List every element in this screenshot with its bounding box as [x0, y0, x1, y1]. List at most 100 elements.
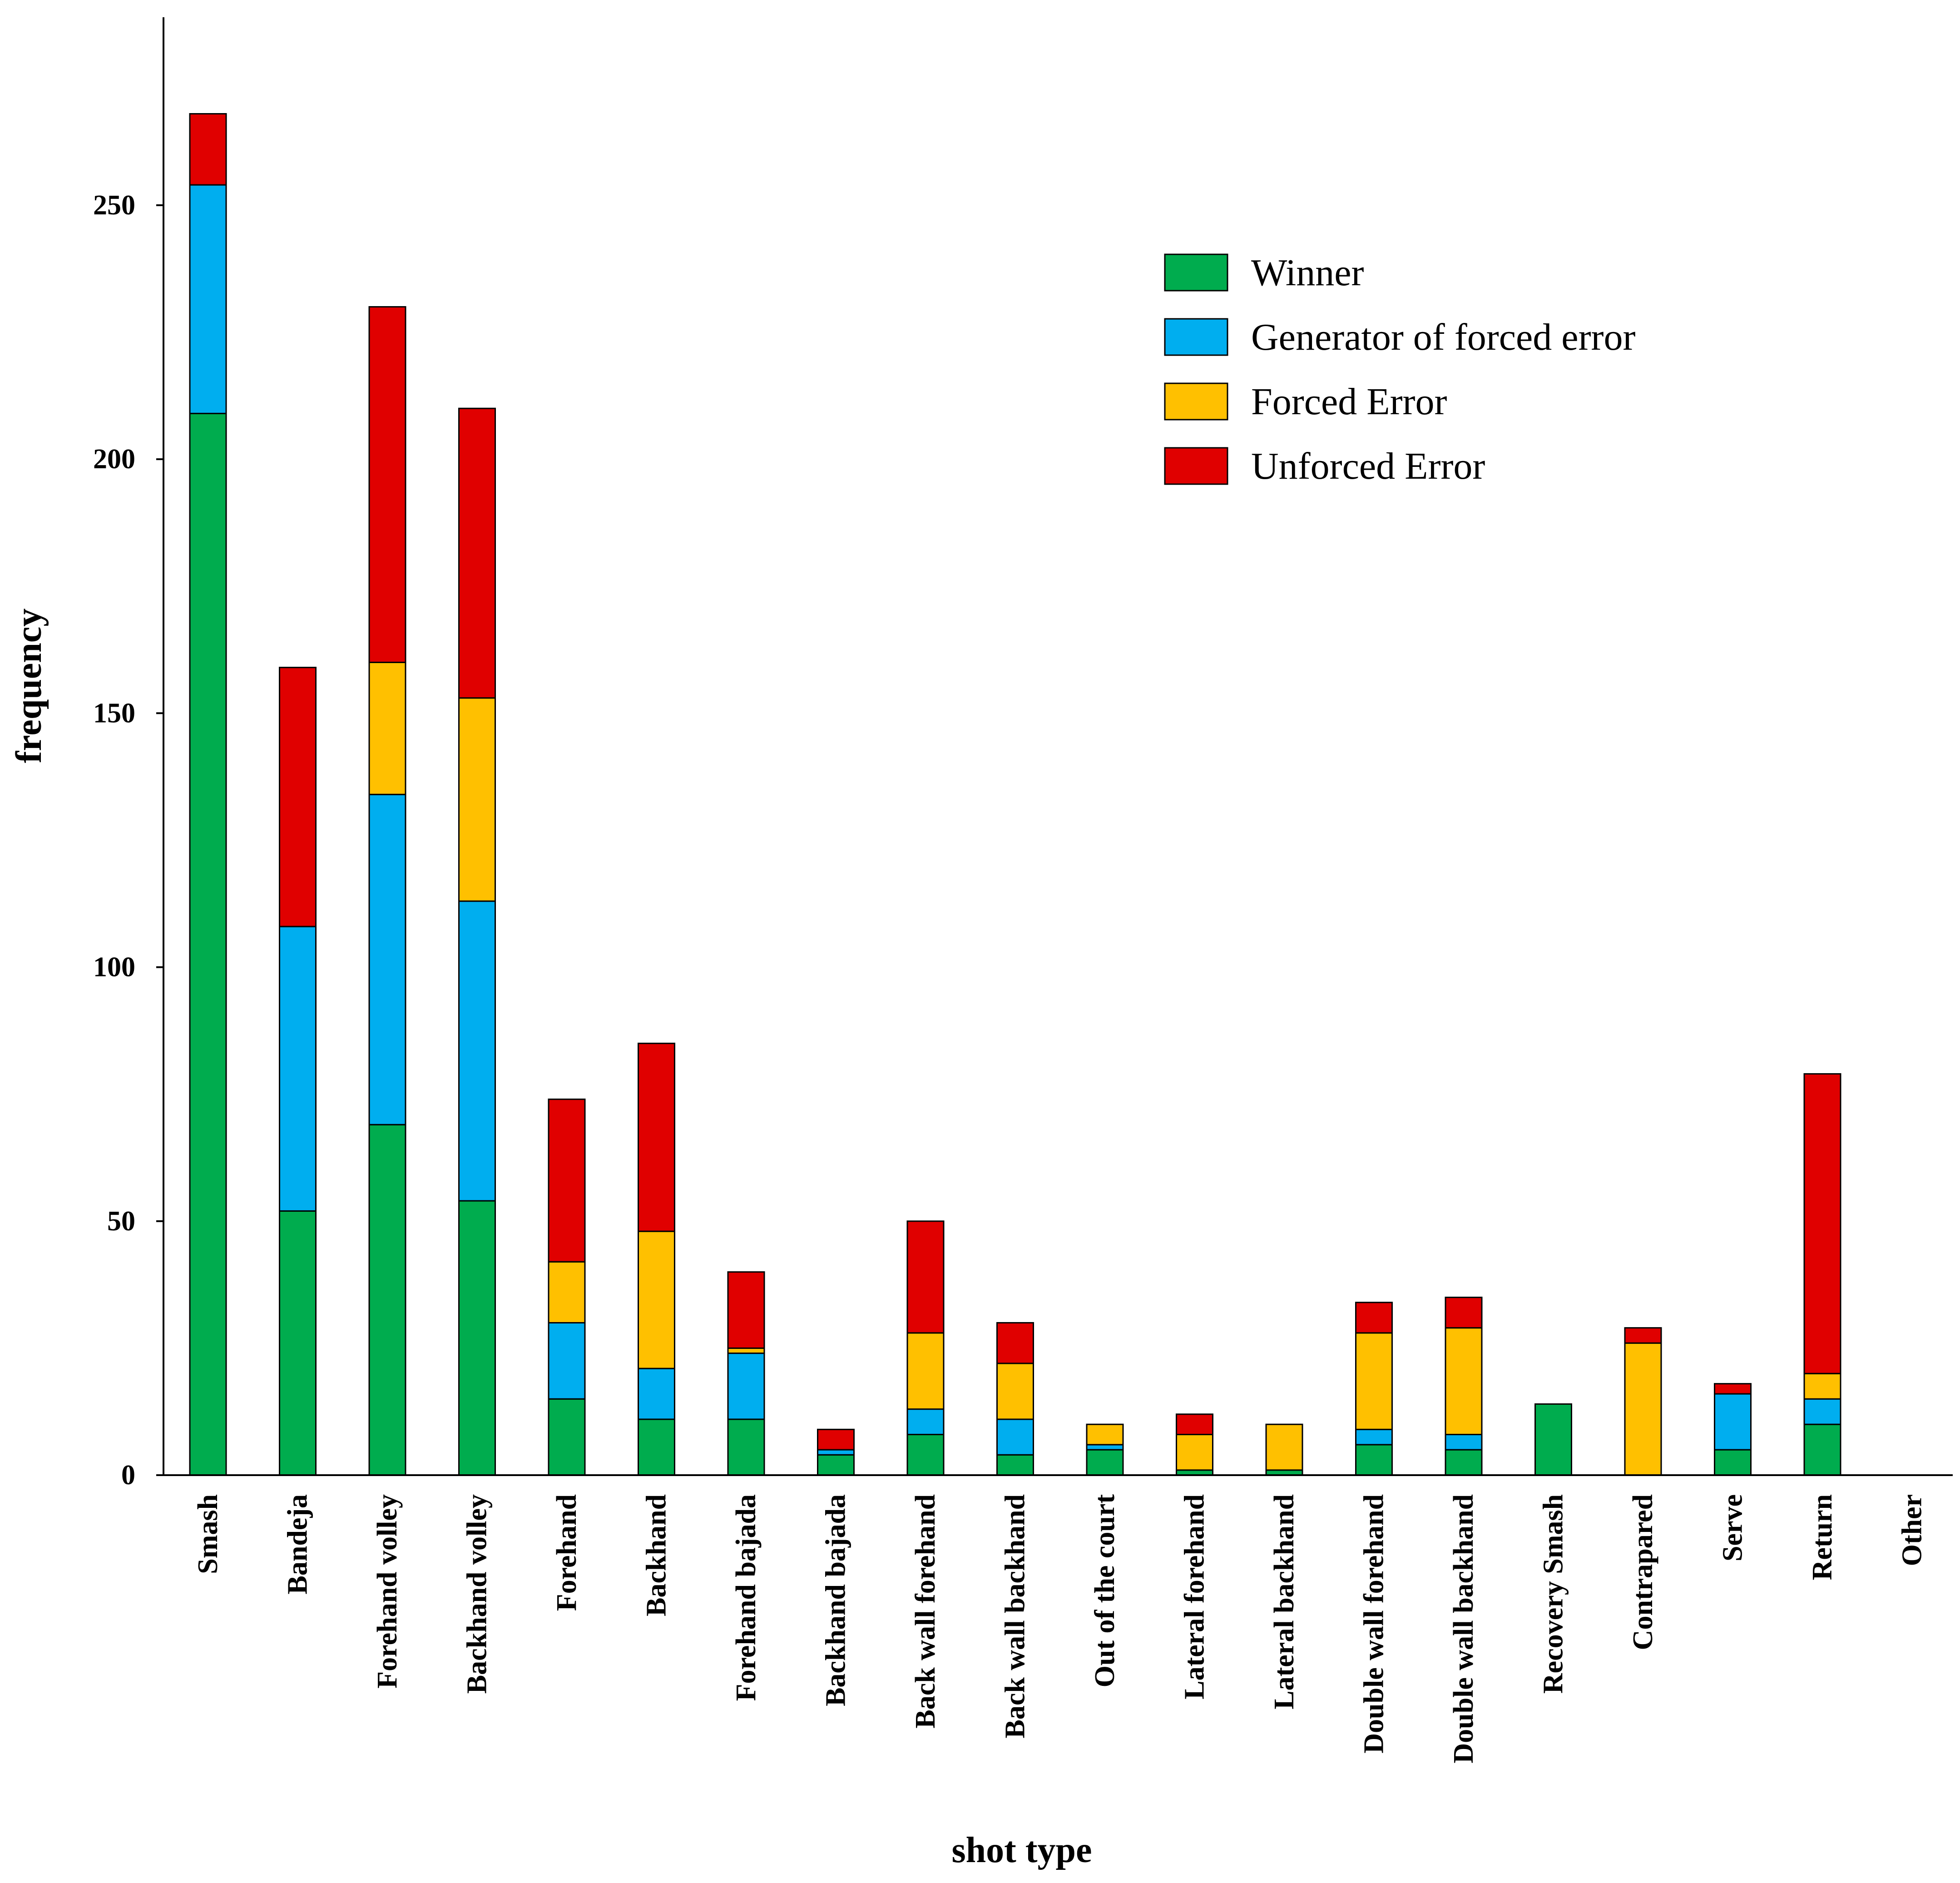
bar-segment-generator-of-forced-error	[1803, 1398, 1841, 1425]
bar-segment-generator-of-forced-error	[1355, 1428, 1393, 1446]
x-tick-label: Bandeja	[282, 1494, 313, 1594]
bar-segment-unforced-error	[996, 1322, 1034, 1364]
x-tick-label: Lateral backhand	[1269, 1494, 1300, 1710]
bar-segment-forced-error	[727, 1347, 765, 1354]
y-tick-label: 0	[121, 1460, 135, 1491]
x-tick-label: Recovery Smash	[1538, 1494, 1569, 1694]
y-tick-label: 200	[93, 444, 135, 475]
bar-segment-forced-error	[1445, 1327, 1483, 1436]
bar-segment-generator-of-forced-error	[368, 793, 406, 1125]
bar-segment-generator-of-forced-error	[458, 900, 496, 1202]
bar-segment-generator-of-forced-error	[548, 1322, 586, 1400]
bar-segment-unforced-error	[189, 113, 227, 186]
bar-segment-forced-error	[1176, 1434, 1213, 1471]
bar-segment-generator-of-forced-error	[727, 1353, 765, 1420]
bar-segment-unforced-error	[279, 667, 317, 927]
bar-segment-unforced-error	[458, 407, 496, 699]
x-tick-label: Forehand	[551, 1494, 582, 1611]
bar-segment-winner	[996, 1454, 1034, 1476]
bar-segment-generator-of-forced-error	[189, 184, 227, 414]
bar-segment-forced-error	[1265, 1423, 1303, 1471]
x-tick-label: Return	[1807, 1494, 1838, 1580]
bar-segment-winner	[1086, 1449, 1124, 1476]
bar-segment-winner	[906, 1434, 945, 1476]
bar-segment-unforced-error	[1355, 1302, 1393, 1334]
bar-segment-forced-error	[1624, 1342, 1662, 1476]
y-tick-label: 100	[93, 952, 135, 983]
x-tick-label: Other	[1897, 1494, 1928, 1566]
bar-segment-winner	[638, 1418, 675, 1476]
legend-label: Unforced Error	[1251, 445, 1485, 487]
bar-segment-forced-error	[906, 1332, 945, 1410]
bar-segment-winner	[727, 1418, 765, 1476]
bar-segment-winner	[548, 1398, 586, 1476]
bar-segment-generator-of-forced-error	[817, 1449, 855, 1456]
bar-segment-winner	[1445, 1449, 1483, 1476]
y-tick-label: 50	[107, 1206, 135, 1237]
x-axis-title: shot type	[952, 1830, 1092, 1870]
bar-segment-winner	[817, 1454, 855, 1476]
x-tick-label: Back wall forehand	[910, 1494, 941, 1729]
bar-segment-forced-error	[638, 1230, 675, 1369]
x-categories-group: Smash Bandeja Forehand volley Backhand voll…	[193, 1494, 1928, 1764]
bar-segment-generator-of-forced-error	[906, 1408, 945, 1436]
legend: Winner Generator of forced error Forced Er…	[1164, 252, 1636, 487]
bar-segment-generator-of-forced-error	[1445, 1434, 1483, 1451]
bar-segment-unforced-error	[906, 1220, 945, 1334]
bars-group	[189, 113, 1841, 1476]
axes-group	[163, 17, 1953, 1476]
legend-swatch	[1164, 318, 1228, 356]
bar-segment-unforced-error	[817, 1428, 855, 1451]
bar-segment-winner	[279, 1210, 317, 1476]
bar-segment-unforced-error	[1714, 1383, 1752, 1395]
y-tick-label: 250	[93, 190, 135, 221]
bar-segment-winner	[1534, 1403, 1572, 1476]
bar-segment-winner	[368, 1124, 406, 1476]
bar-segment-unforced-error	[368, 306, 406, 663]
bar-segment-winner	[1714, 1449, 1752, 1476]
x-tick-label: Backhand bajada	[821, 1494, 851, 1706]
bar-segment-winner	[1803, 1423, 1841, 1476]
bar-segment-generator-of-forced-error	[1086, 1444, 1124, 1451]
bar-segment-generator-of-forced-error	[638, 1368, 675, 1420]
bar-segment-forced-error	[368, 661, 406, 795]
bar-segment-forced-error	[458, 697, 496, 902]
x-tick-label: Contrapared	[1628, 1494, 1658, 1650]
x-tick-label: Smash	[193, 1494, 223, 1574]
x-tick-label: Out of the court	[1089, 1494, 1120, 1688]
x-tick-label: Forehand bajada	[731, 1494, 762, 1701]
y-axis-title: frequency	[9, 609, 49, 763]
bar-segment-generator-of-forced-error	[996, 1418, 1034, 1456]
bar-segment-generator-of-forced-error	[1714, 1393, 1752, 1451]
bar-segment-forced-error	[548, 1261, 586, 1323]
legend-label: Generator of forced error	[1251, 316, 1636, 358]
bar-segment-generator-of-forced-error	[279, 926, 317, 1212]
x-tick-label: Backhand	[641, 1494, 672, 1616]
bar-segment-unforced-error	[548, 1098, 586, 1263]
bar-segment-winner	[458, 1200, 496, 1476]
bar-segment-unforced-error	[727, 1271, 765, 1349]
x-tick-label: Backhand volley	[462, 1494, 493, 1694]
bar-segment-winner	[1355, 1444, 1393, 1476]
x-tick-label: Back wall backhand	[1000, 1494, 1031, 1739]
legend-swatch	[1164, 447, 1228, 485]
bar-segment-forced-error	[996, 1363, 1034, 1420]
legend-label: Forced Error	[1251, 381, 1447, 423]
bar-segment-winner	[189, 412, 227, 1476]
bar-segment-forced-error	[1803, 1373, 1841, 1400]
x-tick-label: Double wall backhand	[1448, 1494, 1479, 1764]
x-tick-label: Serve	[1717, 1494, 1748, 1561]
x-tick-label: Forehand volley	[372, 1494, 403, 1689]
bar-segment-unforced-error	[1803, 1073, 1841, 1374]
y-tick-label: 150	[93, 698, 135, 728]
bar-segment-forced-error	[1355, 1332, 1393, 1430]
bar-segment-unforced-error	[638, 1042, 675, 1232]
bar-segment-unforced-error	[1176, 1413, 1213, 1436]
bar-segment-unforced-error	[1624, 1327, 1662, 1344]
legend-swatch	[1164, 382, 1228, 421]
bar-segment-unforced-error	[1445, 1297, 1483, 1329]
legend-label: Winner	[1251, 252, 1364, 294]
y-ticks-group: 0 50 100 150 200 250	[93, 190, 163, 1491]
